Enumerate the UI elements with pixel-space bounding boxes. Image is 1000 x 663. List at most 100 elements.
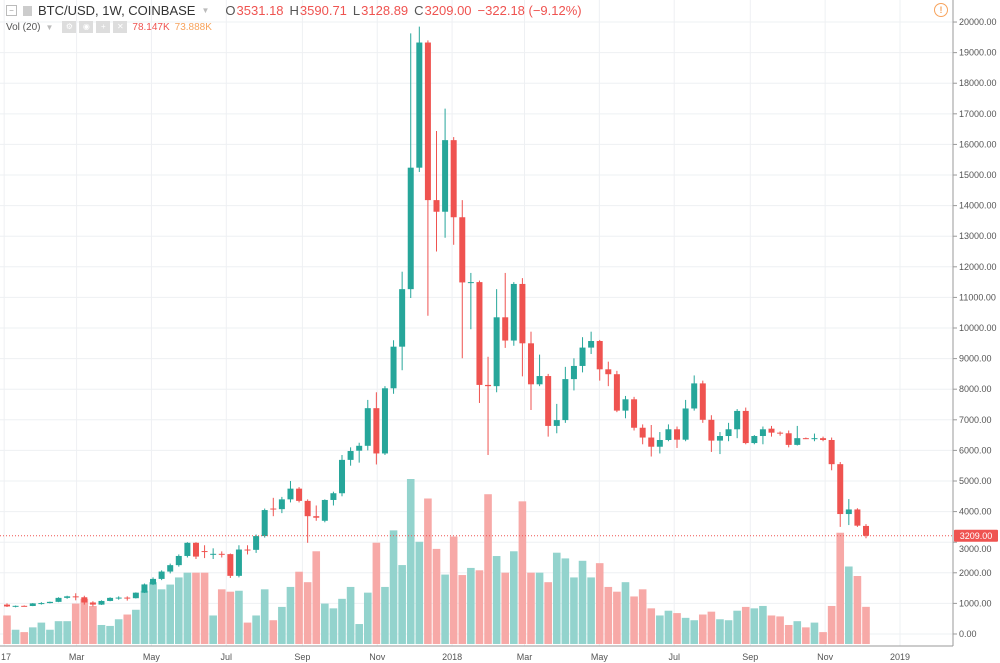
candle-body xyxy=(648,437,655,447)
volume-bar xyxy=(46,629,54,644)
volume-bar xyxy=(415,541,424,644)
candle-body xyxy=(72,596,79,598)
candle xyxy=(613,370,620,413)
volume-bar xyxy=(140,590,149,644)
candle xyxy=(485,356,492,455)
candle-body xyxy=(485,384,492,387)
candle-body xyxy=(132,592,139,599)
volume-bar xyxy=(759,605,767,644)
candle xyxy=(89,601,96,607)
candle-body xyxy=(107,597,114,601)
volume-bar xyxy=(484,494,492,644)
candle-body xyxy=(493,317,500,387)
candle xyxy=(759,426,766,445)
volume-bar xyxy=(37,622,46,644)
volume-bar xyxy=(243,622,252,644)
candle xyxy=(768,425,775,437)
candle xyxy=(201,545,208,559)
candle xyxy=(863,524,869,539)
y-tick-label: 15000.00 xyxy=(959,170,997,180)
x-tick-label: May xyxy=(143,652,161,662)
hide-icon[interactable]: ◉ xyxy=(79,21,94,33)
price-axis[interactable]: 0.00 1000.00 2000.00 3000.00 4000.00 5000.00 6… xyxy=(953,17,997,639)
candle-body xyxy=(296,488,303,501)
candle xyxy=(184,542,191,558)
candle-body xyxy=(527,343,534,385)
candle-body xyxy=(725,429,732,437)
candle xyxy=(751,435,758,445)
volume-bar xyxy=(570,577,578,644)
candle xyxy=(845,499,852,526)
candle xyxy=(854,508,861,527)
ohlc-close: C3209.00 xyxy=(414,3,472,18)
candle-body xyxy=(656,439,663,447)
candle xyxy=(467,272,474,330)
candle xyxy=(828,437,835,471)
volume-bar xyxy=(561,558,570,644)
warning-icon[interactable]: ! xyxy=(934,3,948,17)
candle-body xyxy=(321,499,328,521)
candle xyxy=(811,433,818,442)
volume-bar xyxy=(664,610,673,644)
candle-body xyxy=(811,438,818,440)
candle xyxy=(244,545,251,555)
candle xyxy=(682,399,689,442)
y-tick-label: 9000.00 xyxy=(959,354,992,364)
y-tick-label: 18000.00 xyxy=(959,78,997,88)
x-tick-label: Mar xyxy=(69,652,85,662)
candle-body xyxy=(364,408,371,446)
candle-body xyxy=(167,565,174,572)
volume-bar xyxy=(149,582,157,644)
x-tick-label: Sep xyxy=(294,652,310,662)
volume-bar xyxy=(510,551,518,644)
chevron-down-icon[interactable]: ▼ xyxy=(45,22,54,32)
candle-body xyxy=(192,542,199,557)
candle-body xyxy=(502,317,509,341)
x-tick-label: 2018 xyxy=(442,652,462,662)
volume-bar xyxy=(166,584,175,644)
volume-bar xyxy=(552,552,561,644)
x-tick-label: May xyxy=(591,652,609,662)
candle-body xyxy=(837,464,844,515)
volume-bar xyxy=(690,620,698,644)
volume-bar xyxy=(3,615,11,644)
candle-body xyxy=(588,341,595,348)
candle-body xyxy=(433,200,440,212)
candle-body xyxy=(218,553,225,555)
candle-body xyxy=(227,554,234,576)
candle xyxy=(373,392,380,465)
candle xyxy=(399,271,406,371)
volume-bar xyxy=(458,575,467,644)
volume-bar xyxy=(707,611,716,644)
time-axis[interactable]: 17 Mar May Jul Sep Nov 2018 Mar May Jul Sep Nov 2019 xyxy=(1,652,910,662)
symbol-title[interactable]: BTC/USD, 1W, COINBASE xyxy=(38,3,196,18)
candle-body xyxy=(278,499,285,510)
collapse-icon[interactable]: − xyxy=(6,5,17,16)
candle xyxy=(536,354,543,387)
candle-body xyxy=(98,600,105,605)
candle xyxy=(716,432,723,455)
volume-value: 78.147K xyxy=(132,21,170,33)
y-tick-label: 3000.00 xyxy=(959,544,992,554)
volume-title[interactable]: Vol (20) xyxy=(6,21,41,33)
volume-bar xyxy=(767,615,776,644)
candle xyxy=(132,592,139,599)
candle xyxy=(442,108,449,238)
candle xyxy=(218,551,225,558)
chevron-down-icon[interactable]: ▼ xyxy=(201,6,210,15)
candle xyxy=(433,130,440,252)
candle-body xyxy=(613,374,620,411)
candle xyxy=(510,282,517,346)
add-icon[interactable]: + xyxy=(96,21,111,33)
candle-body xyxy=(4,604,10,607)
volume-bar xyxy=(192,572,200,644)
candle xyxy=(55,597,62,603)
candle xyxy=(81,595,88,605)
volume-bar xyxy=(578,560,587,644)
volume-bar xyxy=(819,632,827,644)
remove-icon[interactable]: ✕ xyxy=(113,21,128,33)
candle xyxy=(794,425,801,446)
price-axis-bg xyxy=(953,0,1000,663)
settings-icon[interactable]: ⚙ xyxy=(62,21,77,33)
